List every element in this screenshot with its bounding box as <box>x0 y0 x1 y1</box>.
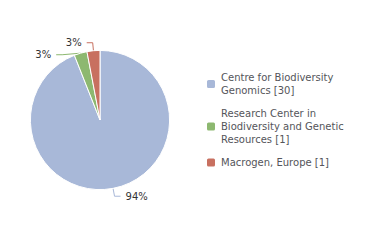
svg-text:Resources [1]: Resources [1] <box>221 134 290 145</box>
svg-text:3%: 3% <box>66 37 82 48</box>
svg-text:Research Center in: Research Center in <box>221 108 316 119</box>
svg-text:Macrogen, Europe [1]: Macrogen, Europe [1] <box>221 157 329 168</box>
svg-text:94%: 94% <box>126 191 148 202</box>
svg-text:Centre for Biodiversity: Centre for Biodiversity <box>221 72 334 83</box>
svg-text:3%: 3% <box>35 49 51 60</box>
svg-text:Biodiversity and Genetic: Biodiversity and Genetic <box>221 121 344 132</box>
svg-text:Genomics [30]: Genomics [30] <box>221 85 294 96</box>
